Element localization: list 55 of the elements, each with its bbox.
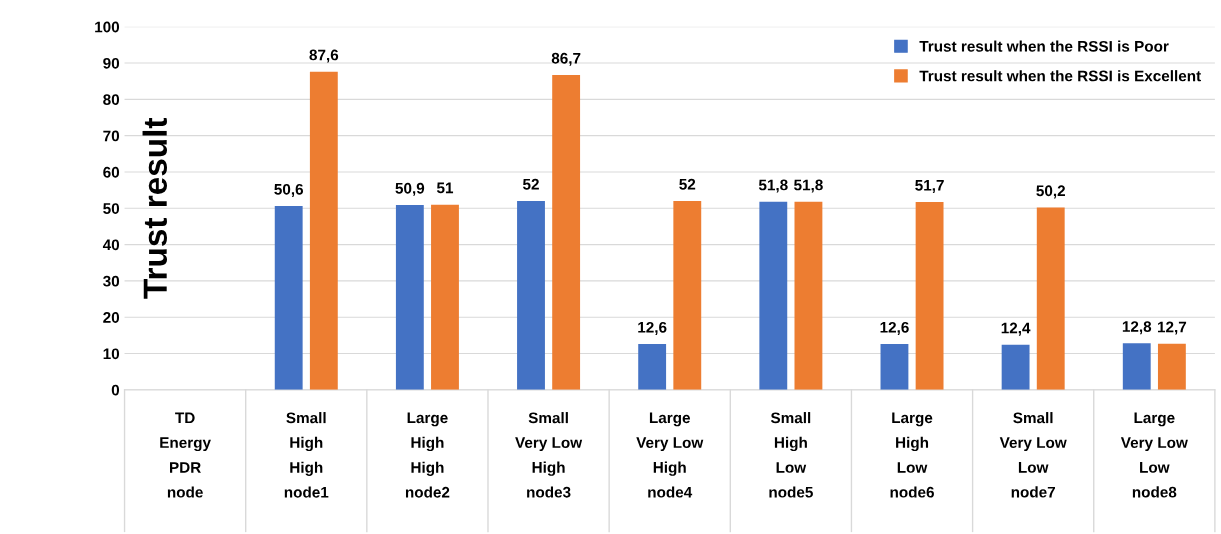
y-tick-label: 90 <box>103 57 120 69</box>
legend-label: Trust result when the RSSI is Excellent <box>919 70 1201 82</box>
bar <box>1122 343 1151 390</box>
bar <box>1157 343 1186 390</box>
data-label: 12,6 <box>638 321 667 335</box>
y-tick-label: 0 <box>111 384 120 396</box>
data-label: 12,6 <box>880 321 909 335</box>
data-label: 87,6 <box>309 49 339 63</box>
x-tick-label: Large High Low node6 <box>890 412 934 498</box>
bar <box>794 201 823 390</box>
y-axis-title: Trust result <box>142 117 168 299</box>
bar <box>759 201 788 390</box>
bar <box>638 344 667 390</box>
data-label: 12,7 <box>1157 321 1187 335</box>
y-tick-label: 70 <box>103 130 120 142</box>
data-label: 50,9 <box>395 182 425 196</box>
data-label: 50,2 <box>1036 185 1065 199</box>
x-tick-label: Large High High node2 <box>405 412 450 498</box>
data-label: 50,6 <box>274 183 304 197</box>
data-label: 51 <box>436 182 454 194</box>
data-label: 12,8 <box>1122 321 1152 335</box>
x-tick-label: Large Very Low Low node8 <box>1120 412 1188 498</box>
bar <box>274 206 303 390</box>
bar <box>552 74 581 390</box>
y-tick-label: 80 <box>103 94 120 106</box>
bar <box>309 71 338 390</box>
bar <box>880 344 909 390</box>
y-tick-label: 10 <box>103 348 120 360</box>
bar <box>395 204 424 390</box>
y-tick-label: 60 <box>103 166 120 178</box>
data-label: 12,4 <box>1001 322 1031 336</box>
y-tick-label: 20 <box>103 312 120 323</box>
bar <box>517 201 545 390</box>
x-tick-label: TD Energy PDR node <box>160 412 211 498</box>
y-tick-label: 50 <box>103 203 120 214</box>
x-tick-label: Large Very Low High node4 <box>636 412 704 498</box>
bar <box>1036 207 1065 390</box>
y-tick-label: 40 <box>102 239 120 251</box>
data-label: 51,8 <box>758 179 788 193</box>
data-label: 51,7 <box>915 180 944 193</box>
x-tick-label: Small High High node1 <box>284 412 329 498</box>
x-tick-label: Small Very Low High node3 <box>515 412 583 498</box>
bar <box>673 201 702 390</box>
legend-label: Trust result when the RSSI is Poor <box>919 40 1169 52</box>
data-label: 52 <box>679 178 696 190</box>
x-tick-label: Small Very Low Low node7 <box>999 412 1067 498</box>
data-label: 52 <box>522 178 539 190</box>
y-tick-label: 30 <box>103 275 120 287</box>
bar <box>915 202 944 390</box>
data-label: 86,7 <box>551 52 581 66</box>
data-label: 51,8 <box>794 179 823 193</box>
bar <box>1001 344 1030 390</box>
x-tick-label: Small High Low node5 <box>769 412 813 498</box>
y-tick-label: 100 <box>95 21 120 33</box>
bar <box>431 204 459 390</box>
